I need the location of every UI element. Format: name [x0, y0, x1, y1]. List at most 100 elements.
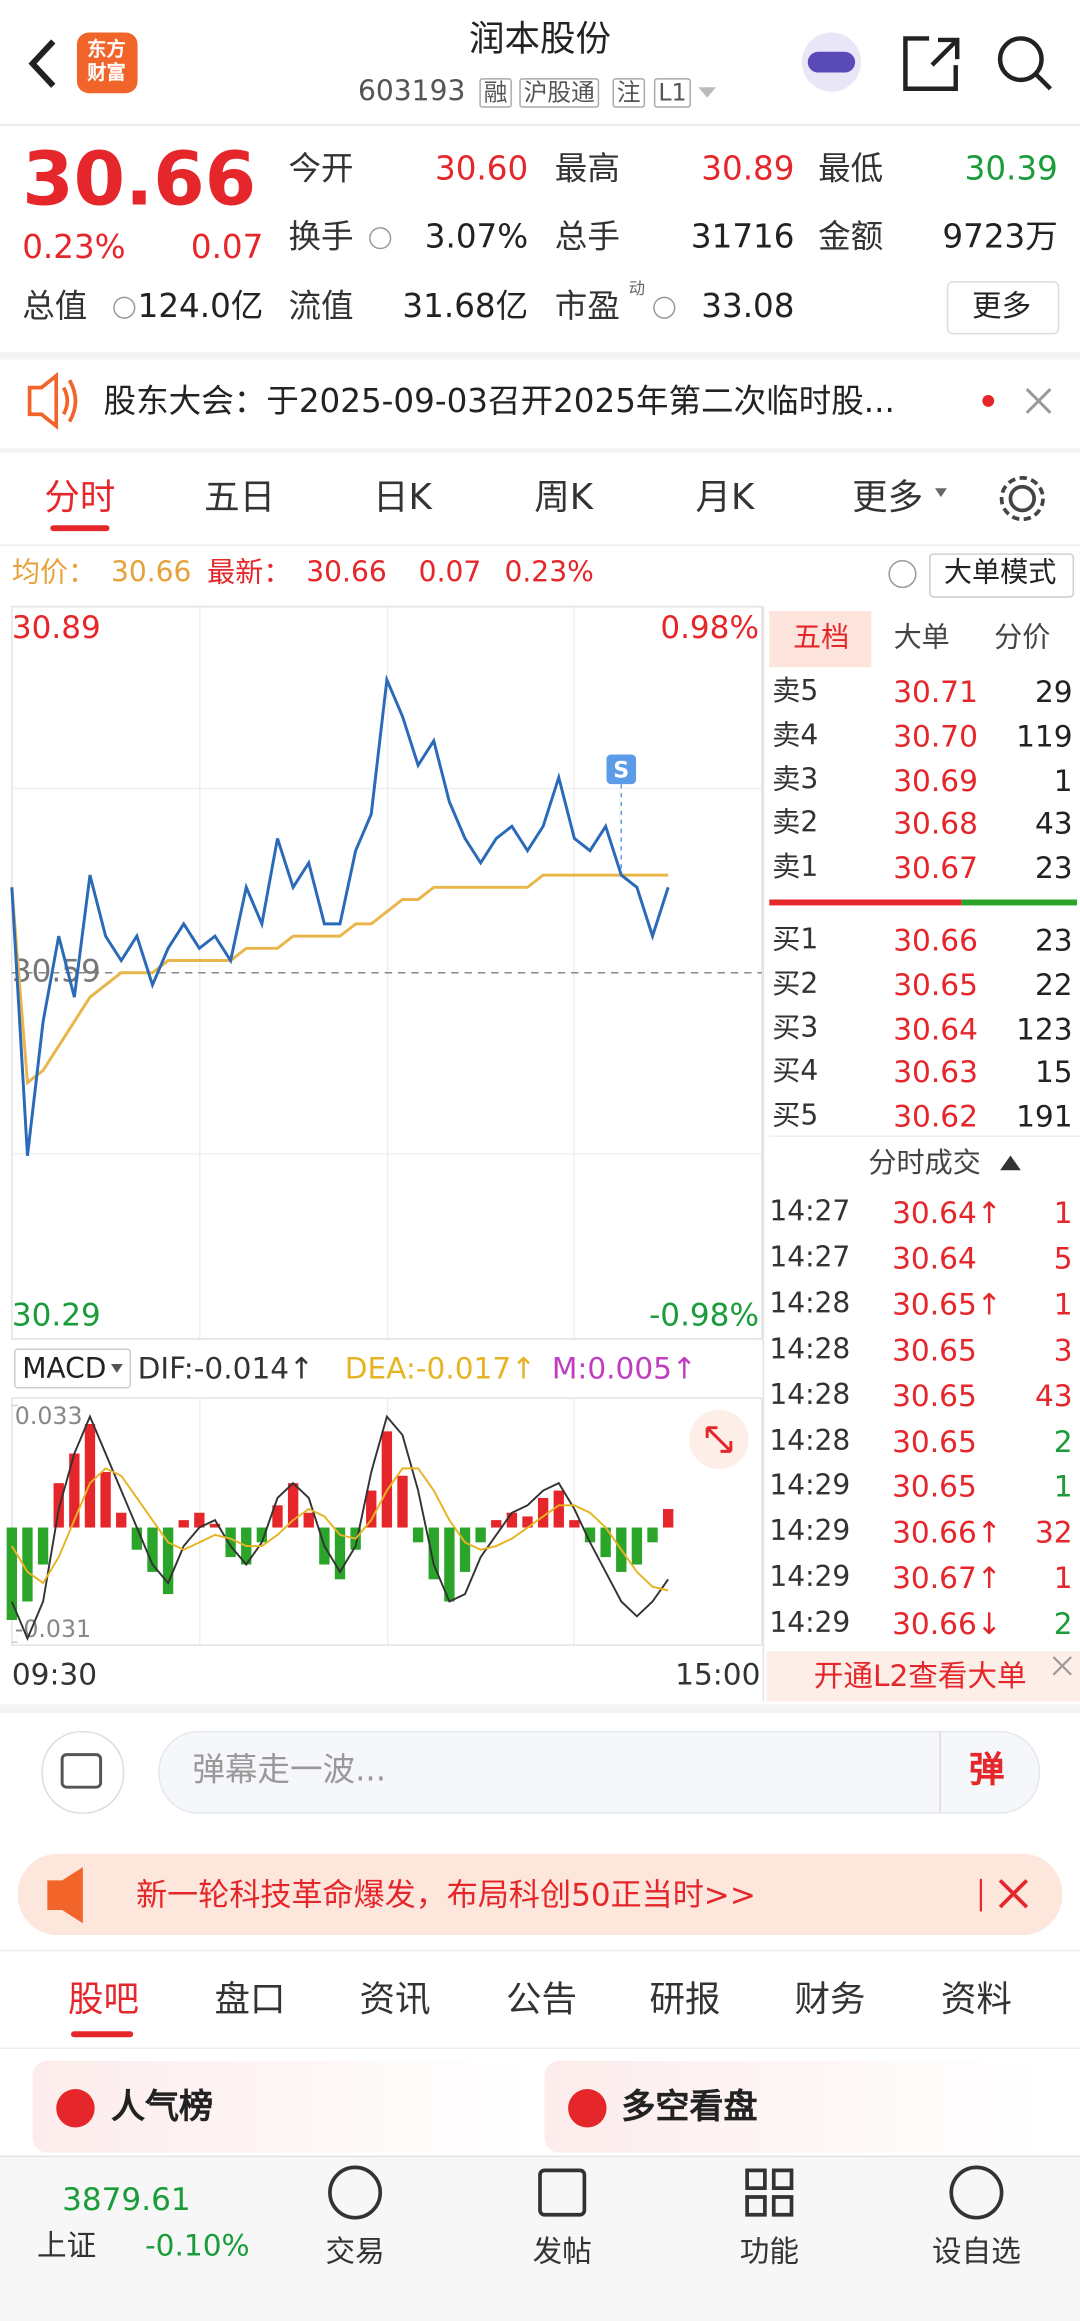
- section-tab[interactable]: 盘口: [214, 1978, 286, 2020]
- nav-item[interactable]: 功能: [739, 2233, 799, 2269]
- section-tab[interactable]: 财务: [794, 1978, 866, 2020]
- trade-time: 14:29: [769, 1469, 851, 1503]
- macd-bar: [522, 1516, 533, 1528]
- price-line: [10, 674, 670, 1156]
- more-button[interactable]: [946, 281, 1060, 335]
- legend-entry: DIF:-0.014↑: [138, 1351, 314, 1385]
- divider: [0, 1949, 1080, 1952]
- book-tab[interactable]: 五档: [792, 621, 850, 655]
- trade-price: 30.65: [892, 1377, 977, 1414]
- legend-entry: M:0.005↑: [552, 1351, 697, 1385]
- section-tab[interactable]: 公告: [505, 1978, 577, 2020]
- logo[interactable]: [76, 32, 138, 94]
- section-tab[interactable]: 资料: [940, 1978, 1012, 2020]
- nav-icon[interactable]: [538, 2168, 587, 2217]
- book-label: 买2: [772, 967, 819, 1000]
- tab[interactable]: 日K: [373, 476, 432, 519]
- close-icon[interactable]: [1025, 388, 1052, 414]
- book-tab[interactable]: 分价: [994, 621, 1051, 655]
- trade-volume: 5: [1053, 1240, 1073, 1276]
- card-title[interactable]: 人气榜: [110, 2088, 214, 2128]
- latest-value: 30.66: [306, 556, 387, 589]
- book-tab[interactable]: 大单: [893, 621, 950, 655]
- trade-price: 30.67↑: [892, 1560, 1002, 1596]
- section-tab[interactable]: 资讯: [359, 1978, 431, 2020]
- macd-bar: [22, 1527, 33, 1602]
- book-volume: 29: [1034, 673, 1073, 710]
- y-tick-label: 30.29: [12, 1298, 101, 1334]
- nav-icon[interactable]: [949, 2165, 1004, 2220]
- trade-volume: 43: [1034, 1377, 1073, 1414]
- l2-button[interactable]: 开通L2查看大单: [813, 1657, 1027, 1694]
- annotation-box: [606, 754, 637, 785]
- back-icon[interactable]: [28, 39, 56, 88]
- card-icon: [568, 2088, 607, 2128]
- trade-volume: 1: [1053, 1194, 1073, 1231]
- book-price: 30.66: [893, 922, 978, 958]
- search-icon[interactable]: [997, 36, 1044, 83]
- nav-icon[interactable]: [328, 2165, 383, 2220]
- price-line: [10, 873, 669, 1086]
- trade-time: 14:28: [769, 1286, 851, 1320]
- tag: L1: [653, 78, 692, 109]
- macd-bar: [647, 1527, 658, 1543]
- nav-item[interactable]: 设自选: [932, 2233, 1021, 2269]
- macd-line: [10, 1414, 669, 1641]
- book-label: 卖3: [772, 762, 819, 796]
- book-price: 30.67: [893, 850, 978, 886]
- divider: [0, 124, 1080, 126]
- info-icon[interactable]: [369, 227, 392, 250]
- tab[interactable]: 更多: [852, 476, 924, 519]
- nav-item[interactable]: 交易: [325, 2233, 385, 2269]
- nav-item[interactable]: 发帖: [532, 2233, 592, 2269]
- close-icon[interactable]: [1052, 1656, 1072, 1676]
- macd-bar: [100, 1472, 111, 1528]
- tab[interactable]: 月K: [695, 476, 755, 519]
- comment-icon: [60, 1753, 103, 1789]
- logo-text: 财富: [87, 62, 126, 86]
- book-volume: 23: [1034, 850, 1073, 886]
- tab[interactable]: 周K: [534, 476, 594, 519]
- close-icon[interactable]: [998, 1879, 1029, 1909]
- divider: [939, 1730, 941, 1813]
- macd-select[interactable]: [14, 1348, 131, 1389]
- section-tab[interactable]: 股吧: [68, 1978, 140, 2020]
- book-price: 30.62: [893, 1098, 978, 1135]
- card[interactable]: [544, 2060, 1039, 2153]
- banner-text[interactable]: 新一轮科技革命爆发，布局科创50正当时>>: [136, 1877, 756, 1913]
- comment-placeholder[interactable]: 弹幕走一波...: [192, 1752, 387, 1790]
- macd-bar: [553, 1490, 564, 1528]
- field-value: 31.68亿: [402, 289, 529, 326]
- info-icon[interactable]: [113, 296, 136, 319]
- card-icon: [56, 2088, 95, 2128]
- tab[interactable]: 五日: [204, 476, 276, 519]
- mode-button[interactable]: 大单模式: [943, 556, 1057, 589]
- field-label: 今开: [288, 151, 354, 189]
- comment-icon[interactable]: [41, 1730, 125, 1814]
- trade-price: 30.65: [892, 1468, 977, 1505]
- help-icon[interactable]: [888, 559, 917, 589]
- banner[interactable]: [17, 1853, 1063, 1936]
- nav-icon[interactable]: [745, 2168, 794, 2217]
- tab[interactable]: 分时: [44, 476, 116, 519]
- trade-price: 30.65: [892, 1331, 977, 1368]
- settings-icon[interactable]: [1008, 484, 1036, 513]
- section-tab[interactable]: 研报: [649, 1978, 721, 2020]
- card-title[interactable]: 多空看盘: [621, 2088, 758, 2128]
- comment-button[interactable]: 弹: [969, 1749, 1005, 1791]
- notice: 股东大会：于2025-09-03召开2025年第二次临时股...: [103, 383, 895, 421]
- book-price: 30.70: [893, 717, 978, 754]
- card[interactable]: [32, 2060, 527, 2153]
- trade-price: 30.64↑: [892, 1194, 1002, 1231]
- macd-bar: [569, 1520, 580, 1528]
- info-icon[interactable]: [653, 296, 676, 319]
- share-icon[interactable]: [903, 36, 960, 91]
- book-volume: 191: [1016, 1098, 1073, 1135]
- macd-bar: [334, 1527, 346, 1580]
- more-button[interactable]: 更多: [971, 287, 1032, 324]
- mode-button[interactable]: [929, 553, 1075, 598]
- comment-input[interactable]: [158, 1730, 1041, 1814]
- l2-bar[interactable]: [766, 1651, 1080, 1702]
